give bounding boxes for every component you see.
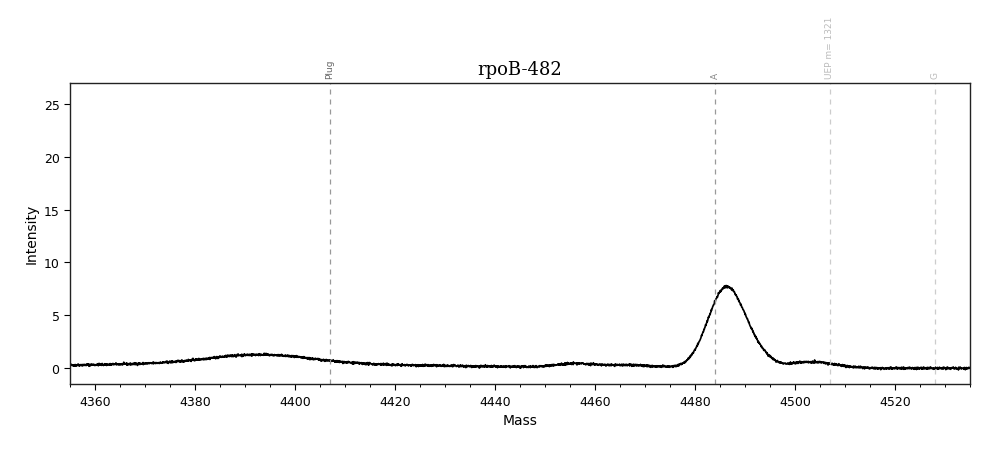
Y-axis label: Intensity: Intensity [24, 204, 38, 264]
Text: A: A [710, 73, 720, 79]
Text: G: G [930, 72, 940, 79]
Title: rpoB-482: rpoB-482 [478, 61, 562, 79]
X-axis label: Mass: Mass [503, 413, 537, 427]
Text: UEP m= 1321: UEP m= 1321 [826, 17, 834, 79]
Text: Plug: Plug [326, 60, 334, 79]
